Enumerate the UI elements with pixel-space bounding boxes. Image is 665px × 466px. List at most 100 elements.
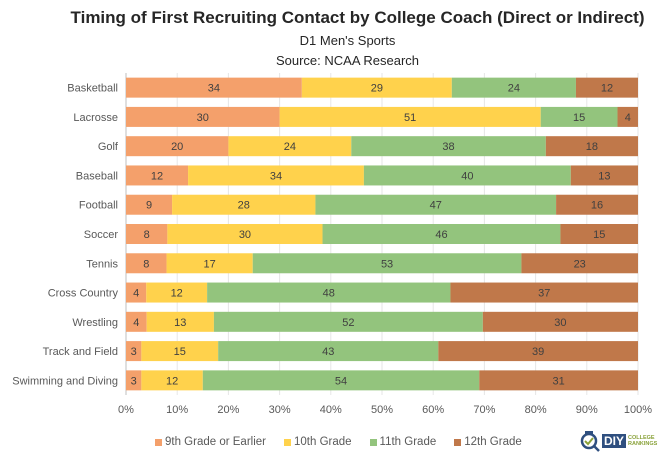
data-label: 51: [404, 112, 416, 124]
legend-label: 10th Grade: [294, 436, 352, 448]
bar-segment: [617, 106, 638, 127]
bar-segment: [172, 194, 316, 215]
legend-item: 9th Grade or Earlier: [155, 436, 266, 448]
bar-segment: [479, 370, 638, 391]
data-label: 48: [323, 288, 335, 300]
data-label: 12: [171, 288, 183, 300]
legend-swatch: [454, 438, 462, 446]
data-label: 31: [553, 375, 565, 387]
bar-segment: [146, 311, 214, 332]
category-label: Golf: [98, 141, 119, 153]
data-label: 4: [133, 288, 139, 300]
category-label: Basketball: [67, 83, 118, 95]
data-label: 13: [598, 170, 610, 182]
data-label: 12: [166, 375, 178, 387]
data-label: 18: [586, 141, 598, 153]
legend-swatch: [369, 438, 377, 446]
category-label: Tennis: [86, 258, 118, 270]
data-label: 3: [131, 375, 137, 387]
bar-segment: [141, 370, 203, 391]
bar-segment: [315, 194, 557, 215]
data-label: 13: [174, 317, 186, 329]
diy-college-rankings-logo: DIY COLLEGE RANKINGS: [580, 430, 657, 452]
bar-segment: [482, 311, 638, 332]
x-tick-label: 100%: [624, 404, 652, 416]
bar-segment: [126, 282, 147, 303]
data-label: 53: [381, 258, 393, 270]
data-label: 8: [144, 229, 150, 241]
category-label: Swimming and Diving: [12, 375, 118, 387]
bar-segment: [126, 136, 229, 157]
bar-segment: [301, 77, 452, 98]
bar-segment: [167, 224, 323, 244]
data-label: 38: [442, 141, 454, 153]
data-label: 43: [322, 346, 334, 358]
data-label: 30: [239, 229, 251, 241]
bar-segment: [575, 77, 638, 98]
data-label: 54: [335, 375, 347, 387]
legend-swatch: [284, 438, 291, 446]
bar-segment: [545, 136, 638, 157]
data-label: 24: [508, 83, 520, 95]
chart-title: Timing of First Recruiting Contact by Co…: [70, 8, 645, 27]
data-label: 20: [171, 141, 183, 153]
bar-segment: [126, 224, 168, 244]
data-label: 34: [208, 83, 220, 95]
x-tick-label: 90%: [576, 404, 598, 416]
bar-segment: [126, 106, 280, 127]
data-label: 39: [532, 346, 544, 358]
logo-badge: DIY: [602, 434, 627, 448]
category-label: Track and Field: [43, 346, 118, 358]
category-label: Soccer: [84, 229, 119, 241]
magnifier-check-icon: [580, 431, 600, 452]
bar-segment: [228, 136, 352, 157]
bar-segment: [141, 341, 219, 362]
data-label: 28: [238, 200, 250, 212]
logo-line2: RANKINGS: [628, 441, 658, 447]
data-label: 15: [593, 229, 605, 241]
x-tick-label: 0%: [118, 404, 134, 416]
bar-segment: [126, 370, 142, 391]
category-label: Wrestling: [72, 317, 118, 329]
data-label: 24: [284, 141, 296, 153]
data-label: 30: [554, 317, 566, 329]
bar-segment: [207, 282, 451, 303]
bar-segment: [560, 224, 638, 244]
data-label: 30: [197, 112, 209, 124]
data-label: 8: [143, 258, 149, 270]
bar-segment: [451, 77, 576, 98]
category-label: Lacrosse: [73, 112, 118, 124]
bar-segment: [363, 165, 571, 186]
legend-label: 12th Grade: [464, 436, 522, 448]
data-label: 17: [204, 258, 216, 270]
x-tick-label: 10%: [166, 404, 188, 416]
x-tick-label: 20%: [217, 404, 239, 416]
bar-segment: [126, 341, 142, 362]
bar-segment: [126, 194, 173, 215]
data-label: 3: [131, 346, 137, 358]
x-tick-label: 60%: [422, 404, 444, 416]
bar-segment: [322, 224, 561, 244]
bar-segment: [218, 341, 439, 362]
bar-segment: [279, 106, 541, 127]
bar-segment: [146, 282, 208, 303]
bar-segment: [450, 282, 638, 303]
bar-segment: [166, 253, 253, 274]
legend-item: 10th Grade: [284, 436, 352, 448]
category-label: Baseball: [76, 170, 118, 182]
x-tick-label: 50%: [371, 404, 393, 416]
legend-swatch: [155, 438, 162, 446]
x-tick-label: 30%: [269, 404, 291, 416]
bar-segment: [438, 341, 638, 362]
data-label: 15: [573, 112, 585, 124]
logo-line1: COLLEGE: [628, 435, 655, 441]
bar-segment: [521, 253, 638, 274]
data-label: 15: [174, 346, 186, 358]
bar-segment: [126, 311, 147, 332]
bar-segment: [570, 165, 638, 186]
bar-segment: [252, 253, 522, 274]
data-label: 12: [601, 83, 613, 95]
data-label: 23: [574, 258, 586, 270]
legend-label: 9th Grade or Earlier: [165, 436, 266, 448]
